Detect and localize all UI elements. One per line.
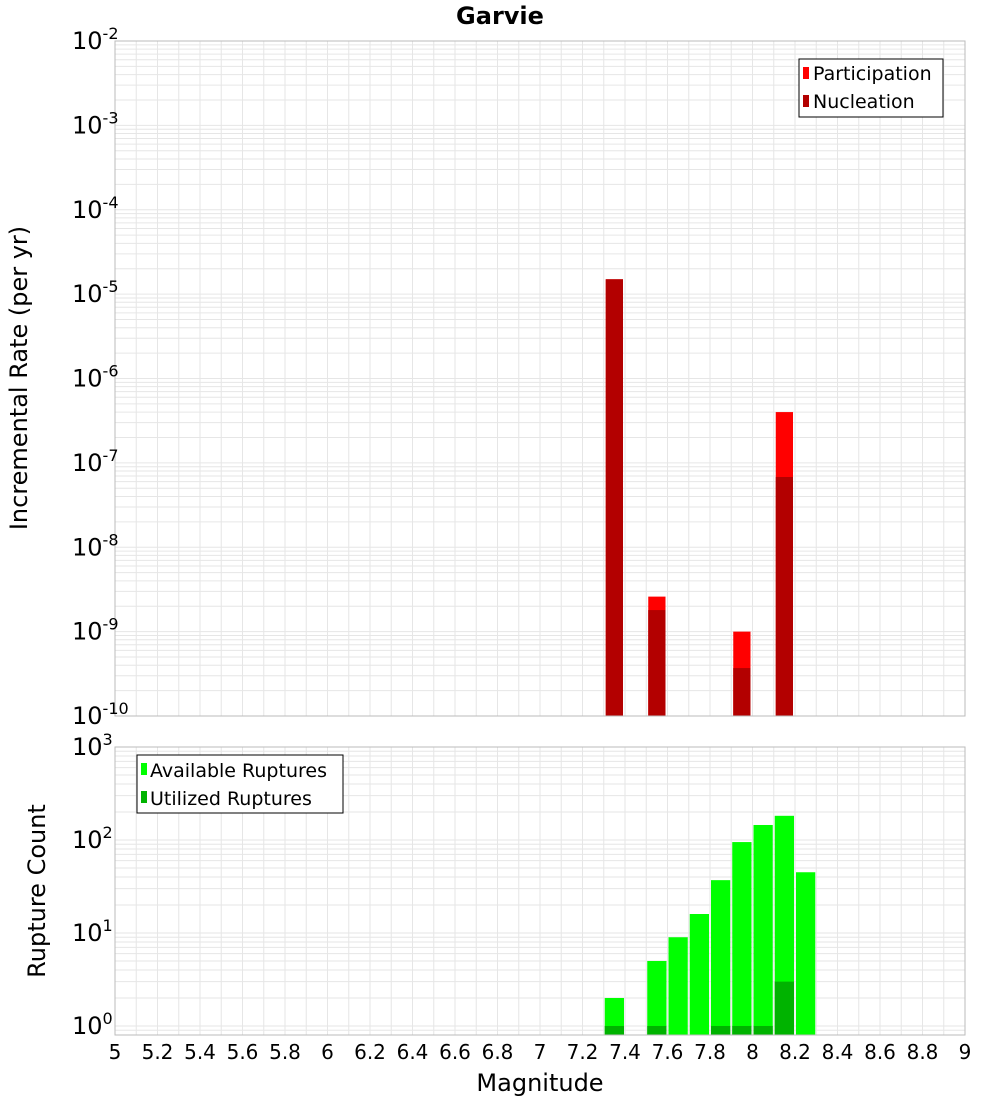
- rupture-bar-available-ruptures-6: [753, 824, 773, 1035]
- x-tick-label-1: 5.2: [142, 1040, 174, 1064]
- x-tick-label-11: 7.2: [567, 1040, 599, 1064]
- rate-bar-nucleation-3: [775, 477, 793, 716]
- y-tick-label-8: 10-2: [72, 24, 119, 55]
- rupture-count-panel: 100 101 102 103 Rupture Count Available Rup…: [23, 730, 971, 1097]
- x-tick-label-13: 7.6: [652, 1040, 684, 1064]
- x-tick-label-6: 6.2: [354, 1040, 386, 1064]
- rupture-bar-available-ruptures-4: [711, 880, 731, 1035]
- y-tick-label-7: 10-3: [72, 108, 119, 139]
- rate-plot-border: [114, 40, 966, 717]
- rupture-bar-available-ruptures-2: [668, 937, 688, 1035]
- participation-legend-swatch: [803, 67, 809, 79]
- rate-legend: Participation Nucleation: [798, 58, 944, 118]
- rate-bar-nucleation-0: [605, 279, 623, 716]
- rate-gridlines: [114, 40, 966, 717]
- rupture-bar-utilized-ruptures-0: [604, 1025, 624, 1035]
- y-tick-label-1: 10-9: [72, 615, 119, 646]
- rupture-legend: Available Ruptures Utilized Ruptures: [136, 754, 344, 814]
- rupture-bar-available-ruptures-1: [647, 960, 667, 1035]
- utilized-ruptures-legend-label: Utilized Ruptures: [150, 788, 312, 810]
- rupture-bar-available-ruptures-0: [604, 997, 624, 1035]
- available-ruptures-legend-label: Available Ruptures: [150, 760, 327, 782]
- rate-panel: 10-10 10-9 10-8 10-7 10-6 10-5 10-4 10-3 10-2 In…: [5, 24, 966, 730]
- participation-legend-label: Participation: [813, 63, 932, 85]
- rupture-bar-utilized-ruptures-5: [774, 981, 794, 1035]
- y-tick-label-3: 103: [72, 730, 113, 761]
- x-tick-label-8: 6.6: [439, 1040, 471, 1064]
- rupture-bar-utilized-ruptures-4: [753, 1025, 773, 1035]
- x-tick-label-0: 5: [109, 1040, 122, 1064]
- x-tick-label-4: 5.8: [269, 1040, 301, 1064]
- nucleation-legend-label: Nucleation: [813, 91, 915, 113]
- rupture-bar-available-ruptures-7: [774, 815, 794, 1035]
- rupture-y-ticks: 100 101 102 103: [72, 730, 113, 1040]
- x-tick-label-5: 6: [321, 1040, 334, 1064]
- magnitude-x-axis-label: Magnitude: [476, 1069, 603, 1097]
- y-tick-label-4: 10-6: [72, 362, 119, 393]
- rupture-plot-border: [114, 746, 966, 1036]
- rupture-bar-available-ruptures-8: [796, 872, 816, 1035]
- rupture-bars: [604, 815, 816, 1035]
- utilized-ruptures-legend-swatch: [141, 791, 147, 803]
- rate-bar-nucleation-2: [733, 668, 751, 716]
- x-tick-label-20: 9: [959, 1040, 972, 1064]
- rate-y-axis-label: Incremental Rate (per yr): [5, 226, 33, 530]
- x-tick-label-18: 8.6: [864, 1040, 896, 1064]
- y-tick-label-1: 101: [72, 916, 113, 947]
- rate-legend-box: [798, 58, 944, 118]
- rupture-bar-utilized-ruptures-1: [647, 1025, 667, 1035]
- rate-bar-nucleation-1: [648, 610, 666, 716]
- x-tick-label-14: 7.8: [694, 1040, 726, 1064]
- x-tick-label-2: 5.4: [184, 1040, 216, 1064]
- nucleation-legend-swatch: [803, 95, 809, 107]
- y-tick-label-3: 10-7: [72, 446, 119, 477]
- x-tick-label-3: 5.6: [227, 1040, 259, 1064]
- y-tick-label-0: 10-10: [72, 699, 129, 730]
- rupture-bar-utilized-ruptures-3: [732, 1025, 752, 1035]
- y-tick-label-5: 10-5: [72, 277, 119, 308]
- x-tick-label-15: 8: [746, 1040, 759, 1064]
- y-tick-label-6: 10-4: [72, 193, 119, 224]
- rupture-bar-available-ruptures-5: [732, 842, 752, 1035]
- rupture-y-axis-label: Rupture Count: [23, 804, 51, 978]
- chart-title: Garvie: [456, 2, 544, 30]
- y-tick-label-0: 100: [72, 1009, 113, 1040]
- x-tick-label-17: 8.4: [822, 1040, 854, 1064]
- x-tick-label-9: 6.8: [482, 1040, 514, 1064]
- y-tick-label-2: 102: [72, 823, 113, 854]
- rate-y-ticks: 10-10 10-9 10-8 10-7 10-6 10-5 10-4 10-3 10-2: [72, 24, 129, 730]
- rupture-bar-utilized-ruptures-2: [711, 1025, 731, 1035]
- y-tick-label-2: 10-8: [72, 530, 119, 561]
- x-tick-label-12: 7.4: [609, 1040, 641, 1064]
- rupture-legend-box: [136, 754, 344, 814]
- rate-bars: [605, 279, 793, 716]
- magnitude-x-ticks: 5 5.2 5.4 5.6 5.8 6 6.2 6.4 6.6 6.8 7 7.2 7.4 7.6 7.8 8…: [109, 1040, 972, 1064]
- available-ruptures-legend-swatch: [141, 763, 147, 775]
- rupture-bar-available-ruptures-3: [689, 914, 709, 1035]
- x-tick-label-19: 8.8: [907, 1040, 939, 1064]
- x-tick-label-16: 8.2: [779, 1040, 811, 1064]
- x-tick-label-10: 7: [534, 1040, 547, 1064]
- x-tick-label-7: 6.4: [397, 1040, 429, 1064]
